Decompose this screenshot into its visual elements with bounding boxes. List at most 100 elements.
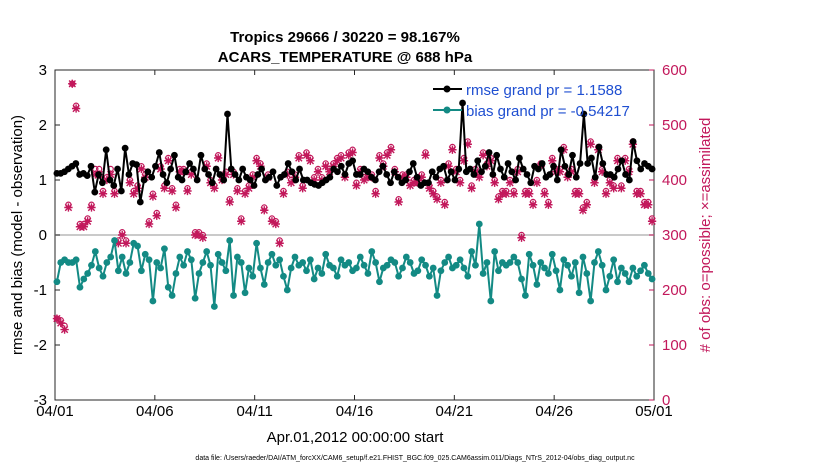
rmse-point xyxy=(216,171,224,178)
obs-assimilated-marker xyxy=(525,189,534,198)
obs-assimilated-marker xyxy=(214,153,223,163)
obs-assimilated-marker xyxy=(590,178,599,187)
rmse-point xyxy=(633,157,641,165)
bias-point xyxy=(468,248,476,255)
obs-assimilated-marker xyxy=(532,178,542,187)
bias-point xyxy=(564,261,572,269)
obs-assimilated-marker xyxy=(152,211,161,220)
rmse-point xyxy=(519,165,527,173)
bias-point xyxy=(337,256,345,264)
bias-point xyxy=(360,261,368,269)
bias-point xyxy=(53,278,61,286)
obs-assimilated-marker xyxy=(275,239,284,248)
obs-assimilated-marker xyxy=(106,170,115,179)
bias-point xyxy=(391,259,399,266)
bias-point xyxy=(168,292,176,299)
bias-point xyxy=(495,267,502,275)
rmse-point xyxy=(648,165,656,173)
y-right-tick-label: 300 xyxy=(662,227,687,244)
obs-assimilated-marker xyxy=(68,79,77,88)
bias-point xyxy=(268,250,276,258)
obs-assimilated-marker xyxy=(429,189,438,198)
rmse-point xyxy=(167,165,175,173)
y-right-tick-label: 100 xyxy=(662,337,687,354)
bias-point xyxy=(583,270,591,277)
bias-point xyxy=(537,259,545,266)
obs-assimilated-marker xyxy=(210,184,219,193)
bias-point xyxy=(579,253,587,261)
rmse-point xyxy=(629,138,637,145)
bias-point xyxy=(257,264,264,272)
obs-assimilated-marker xyxy=(555,167,565,176)
obs-assimilated-marker xyxy=(421,151,430,160)
bias-point xyxy=(226,237,234,244)
bias-point xyxy=(76,283,84,291)
rmse-point xyxy=(155,149,163,156)
bias-point xyxy=(541,264,548,272)
rmse-point xyxy=(136,198,144,206)
y-right-tick-label: 200 xyxy=(662,282,687,299)
bias-point xyxy=(230,292,237,299)
obs-assimilated-marker xyxy=(444,162,453,171)
rmse-point xyxy=(516,154,523,162)
bias-point xyxy=(145,256,153,264)
bias-point xyxy=(161,245,168,253)
obs-assimilated-marker xyxy=(463,140,472,149)
bias-point xyxy=(264,259,272,266)
rmse-point xyxy=(239,165,247,173)
rmse-point xyxy=(220,176,228,184)
rmse-point xyxy=(406,168,413,176)
bias-point xyxy=(272,261,280,269)
rmse-point xyxy=(349,157,357,165)
rmse-point xyxy=(470,171,478,178)
obs-assimilated-marker xyxy=(98,189,108,198)
bias-point xyxy=(88,261,95,269)
obs-assimilated-marker xyxy=(636,189,645,198)
rmse-point xyxy=(459,99,466,107)
rmse-point xyxy=(538,160,546,167)
obs-assimilated-marker xyxy=(187,170,196,179)
rmse-point xyxy=(625,176,633,184)
rmse-point xyxy=(622,171,629,178)
rmse-point xyxy=(485,149,493,156)
obs-assimilated-marker xyxy=(617,184,626,193)
rmse-point xyxy=(413,173,421,181)
rmse-point xyxy=(189,165,197,173)
bias-point xyxy=(625,278,633,286)
rmse-point xyxy=(72,160,80,167)
obs-assimilated-marker xyxy=(348,148,357,157)
obs-assimilated-marker xyxy=(386,145,396,154)
rmse-point xyxy=(98,179,106,187)
bias-point xyxy=(310,275,318,283)
rmse-point xyxy=(451,176,459,184)
y-axis-label: rmse and bias (model - observation) xyxy=(9,115,26,355)
bias-point xyxy=(644,270,652,277)
bias-point xyxy=(103,259,111,266)
bias-point xyxy=(353,264,360,272)
rmse-point xyxy=(614,165,622,173)
rmse-point xyxy=(125,171,133,178)
rmse-point xyxy=(254,171,262,178)
bias-point xyxy=(383,261,391,269)
obs-assimilated-marker xyxy=(171,203,181,212)
bias-point xyxy=(111,237,118,244)
bias-point xyxy=(303,267,310,275)
bias-point xyxy=(475,220,483,228)
bias-point xyxy=(429,264,437,272)
x-tick-label: 05/01 xyxy=(635,403,673,420)
bias-point xyxy=(402,253,410,261)
rmse-point xyxy=(565,171,573,178)
obs-assimilated-marker xyxy=(598,167,607,176)
y-right-tick-label: 400 xyxy=(662,172,687,189)
rmse-point xyxy=(527,179,535,187)
obs-assimilated-marker xyxy=(194,230,204,240)
obs-assimilated-marker xyxy=(448,145,457,154)
obs-assimilated-marker xyxy=(459,156,469,165)
bias-point xyxy=(568,272,575,280)
bias-point xyxy=(218,259,226,266)
bias-point xyxy=(149,297,157,305)
rmse-point xyxy=(379,162,387,170)
rmse-point xyxy=(394,173,402,181)
rmse-point xyxy=(258,165,266,173)
bias-point xyxy=(521,292,529,299)
